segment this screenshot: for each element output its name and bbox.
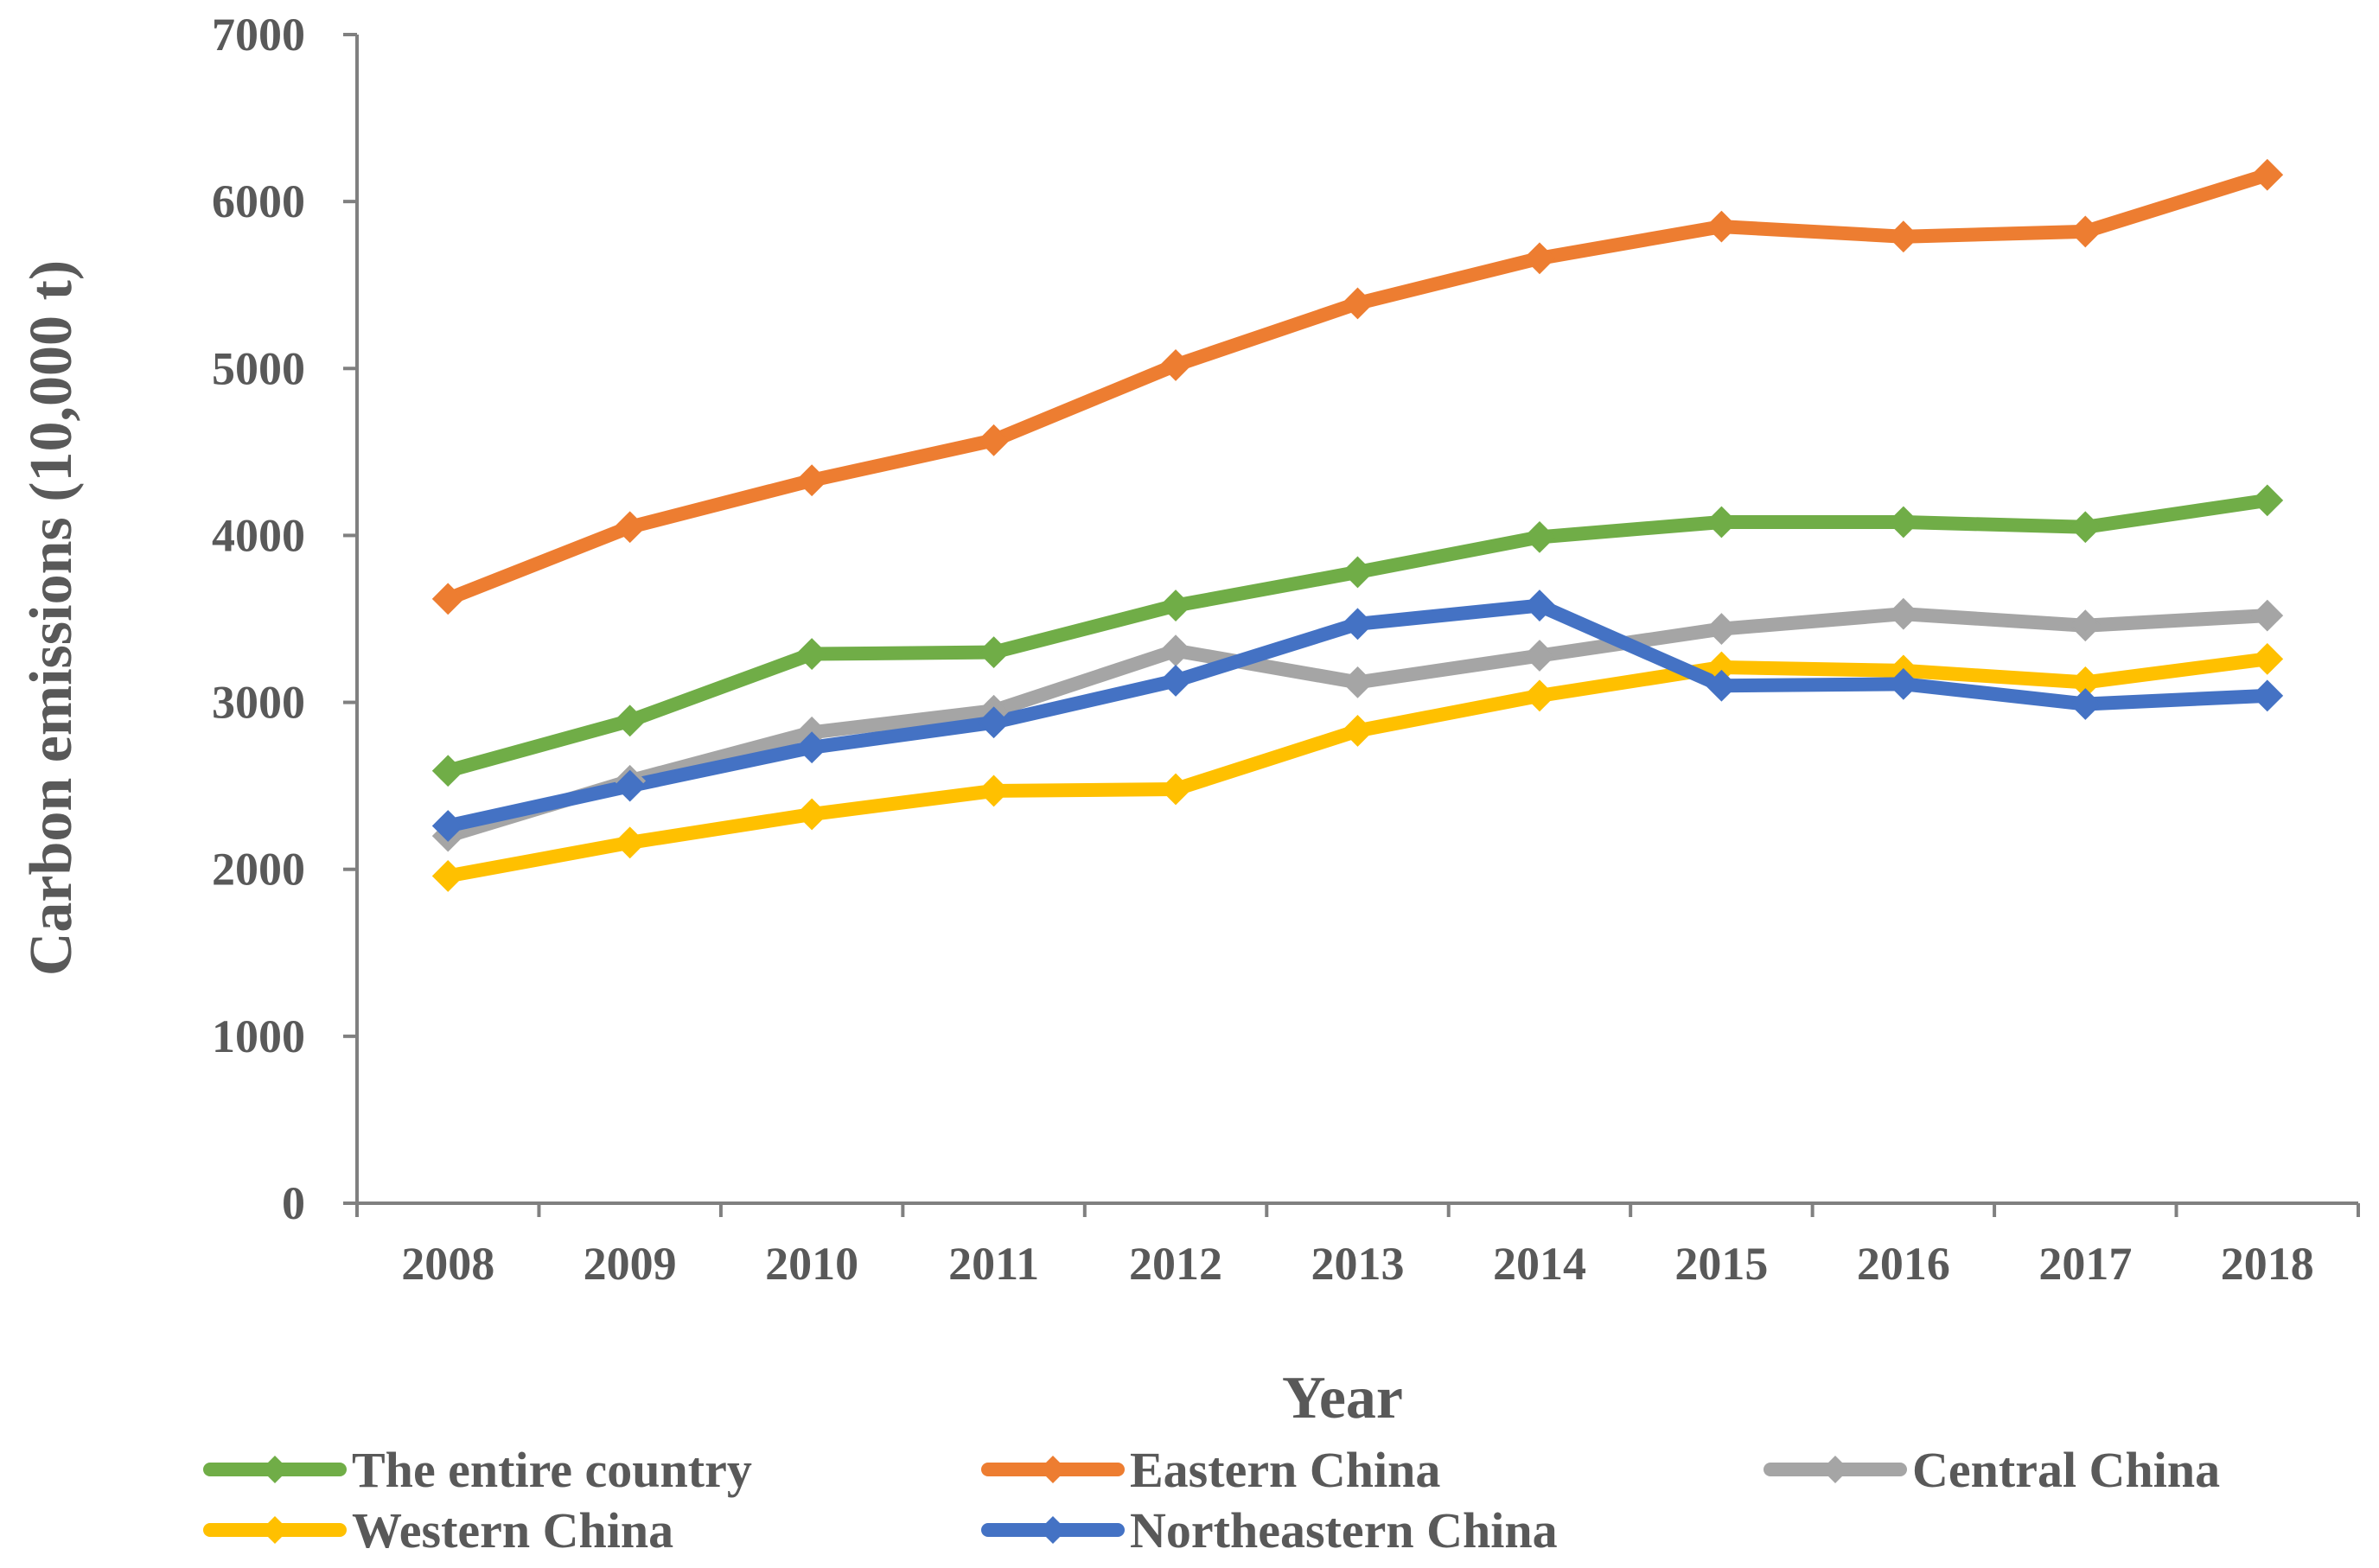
data-point-marker <box>1887 220 1920 253</box>
data-point-marker <box>614 769 647 802</box>
data-point-marker <box>614 511 647 544</box>
data-point-marker <box>978 636 1011 669</box>
data-point-marker <box>1887 597 1920 630</box>
data-point-marker <box>1342 287 1374 320</box>
legend-swatch-marker <box>1821 1456 1849 1483</box>
legend-label: Western China <box>352 1502 673 1558</box>
legend-label: Eastern China <box>1130 1442 1440 1498</box>
data-point-marker <box>795 638 828 670</box>
x-tick-label: 2010 <box>765 1238 858 1290</box>
legend-label: Northeastern China <box>1130 1502 1558 1558</box>
series-markers <box>431 158 2284 892</box>
data-point-marker <box>2251 679 2284 712</box>
y-tick-label: 3000 <box>212 677 305 729</box>
data-point-marker <box>1523 242 1556 275</box>
legend-swatch-marker <box>1039 1516 1067 1544</box>
data-point-marker <box>795 731 828 764</box>
x-axis-title: Year <box>1282 1365 1403 1431</box>
y-tick-label: 0 <box>282 1177 305 1229</box>
x-tick-label: 2015 <box>1674 1238 1768 1290</box>
data-point-marker <box>1342 608 1374 641</box>
data-point-marker <box>1887 506 1920 539</box>
data-point-marker <box>2069 511 2102 544</box>
x-tick-label: 2018 <box>2221 1238 2314 1290</box>
data-point-marker <box>2069 215 2102 248</box>
y-tick-label: 2000 <box>212 844 305 896</box>
data-point-marker <box>431 810 464 842</box>
x-tick-label: 2008 <box>401 1238 494 1290</box>
x-tick-label: 2012 <box>1129 1238 1222 1290</box>
data-point-marker <box>1342 666 1374 698</box>
data-point-marker <box>1887 667 1920 700</box>
y-tick-label: 7000 <box>212 9 305 61</box>
legend-label: Central China <box>1912 1442 2220 1498</box>
x-tick-label: 2011 <box>948 1238 1039 1290</box>
y-axis-title: Carbon emissions (10,000 t) <box>18 260 85 976</box>
data-point-marker <box>1159 349 1192 381</box>
data-point-marker <box>2251 158 2284 191</box>
y-tick-label: 6000 <box>212 175 305 227</box>
data-point-marker <box>795 798 828 831</box>
data-point-marker <box>431 860 464 892</box>
data-point-marker <box>1523 590 1556 621</box>
legend-swatch-marker <box>261 1456 289 1483</box>
data-point-marker <box>1159 665 1192 697</box>
x-tick-label: 2017 <box>2038 1238 2132 1290</box>
x-tick-label: 2009 <box>584 1238 677 1290</box>
data-point-marker <box>1523 679 1556 712</box>
legend: The entire country Eastern China Central C… <box>203 1442 2220 1558</box>
data-point-marker <box>2069 609 2102 642</box>
x-tick-label: 2013 <box>1311 1238 1405 1290</box>
data-point-marker <box>1705 669 1738 702</box>
legend-swatch-marker <box>1039 1456 1067 1483</box>
data-point-marker <box>978 424 1011 456</box>
data-point-marker <box>1705 506 1738 539</box>
data-point-marker <box>1159 590 1192 621</box>
data-point-marker <box>978 774 1011 807</box>
data-point-marker <box>1342 714 1374 747</box>
data-point-marker <box>2251 484 2284 517</box>
data-point-marker <box>1342 556 1374 589</box>
y-tick-label: 5000 <box>212 342 305 394</box>
data-point-marker <box>1523 520 1556 553</box>
data-point-marker <box>614 826 647 859</box>
y-tick-label: 1000 <box>212 1010 305 1062</box>
x-tick-label: 2016 <box>1857 1238 1950 1290</box>
data-point-marker <box>431 583 464 615</box>
x-axis-ticks: 2008 2009 2010 2011 2012 2013 2014 2015 2016 2017… <box>355 1203 2360 1290</box>
x-tick-label: 2014 <box>1493 1238 1586 1290</box>
data-point-marker <box>2069 688 2102 720</box>
legend-label: The entire country <box>352 1442 752 1498</box>
legend-swatch-marker <box>261 1516 289 1544</box>
data-point-marker <box>1523 640 1556 672</box>
data-point-marker <box>1705 613 1738 646</box>
series-lines <box>441 168 2274 883</box>
data-point-marker <box>1159 773 1192 806</box>
series-line <box>441 168 2274 606</box>
data-point-marker <box>795 464 828 497</box>
y-tick-label: 4000 <box>212 509 305 561</box>
data-point-marker <box>2251 599 2284 632</box>
y-axis-ticks: 0 1000 2000 3000 4000 5000 6000 7000 <box>212 9 357 1229</box>
data-point-marker <box>1705 210 1738 243</box>
data-point-marker <box>614 704 647 737</box>
data-point-marker <box>2251 642 2284 675</box>
data-point-marker <box>978 706 1011 739</box>
data-point-marker <box>431 755 464 787</box>
